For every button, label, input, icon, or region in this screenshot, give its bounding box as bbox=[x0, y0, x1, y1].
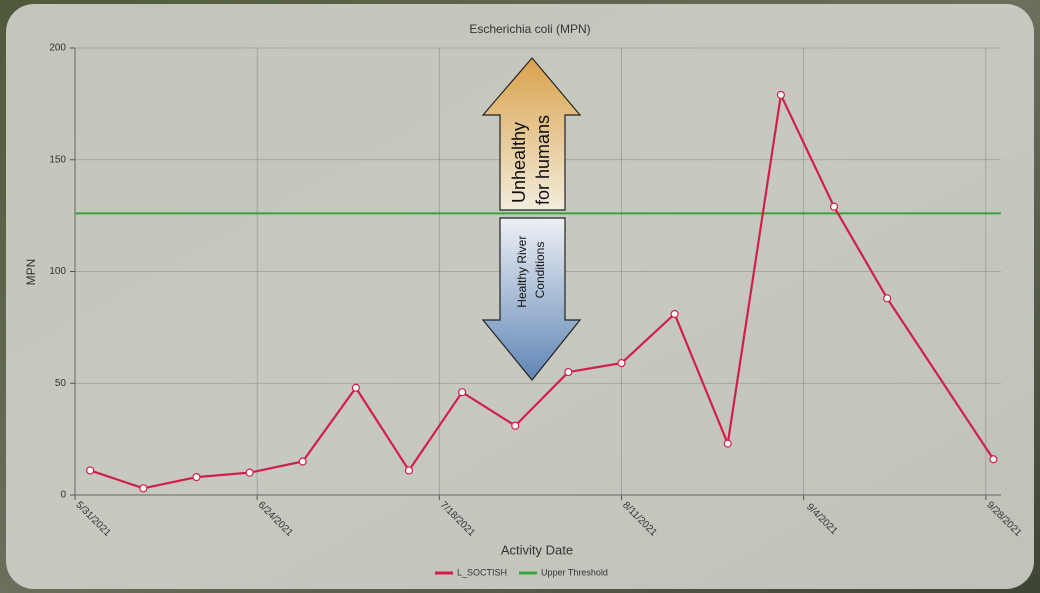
annotation-line: Unhealthy bbox=[509, 122, 529, 203]
annotation-line: Conditions bbox=[533, 242, 547, 299]
legend-label: Upper Threshold bbox=[541, 567, 608, 577]
y-tick-label: 200 bbox=[49, 43, 66, 54]
data-point bbox=[564, 367, 573, 377]
data-point bbox=[617, 359, 626, 368]
data-point bbox=[351, 383, 360, 392]
data-point bbox=[139, 484, 148, 493]
x-axis-label: Activity Date bbox=[501, 542, 573, 557]
up-arrow bbox=[481, 57, 582, 211]
data-point bbox=[404, 466, 414, 475]
down-arrow bbox=[481, 217, 582, 381]
y-tick-label: 0 bbox=[60, 490, 66, 501]
annotation: Unhealthy for humans bbox=[509, 115, 553, 205]
annotation-line: for humans bbox=[533, 115, 553, 205]
annotation: Healthy River Conditions bbox=[515, 232, 547, 307]
y-tick-label: 50 bbox=[55, 378, 67, 389]
data-point bbox=[298, 457, 307, 466]
data-point bbox=[245, 468, 254, 477]
y-tick-label: 100 bbox=[49, 266, 66, 277]
y-axis-label: MPN bbox=[24, 259, 38, 286]
y-tick-label: 150 bbox=[49, 154, 66, 165]
data-point bbox=[670, 309, 679, 319]
data-point bbox=[776, 90, 785, 100]
chart-title: Escherichia coli (MPN) bbox=[469, 22, 590, 36]
data-point bbox=[511, 421, 520, 430]
data-point bbox=[723, 439, 732, 448]
data-point bbox=[86, 466, 95, 475]
legend: L_SOCTISH Upper Threshold bbox=[435, 567, 608, 577]
legend-label: L_SOCTISH bbox=[457, 567, 507, 577]
data-point bbox=[457, 388, 467, 397]
data-point bbox=[192, 473, 201, 482]
annotation-line: Healthy River bbox=[515, 236, 529, 308]
data-point bbox=[829, 202, 839, 211]
data-point bbox=[989, 455, 998, 464]
data-point bbox=[883, 294, 892, 303]
